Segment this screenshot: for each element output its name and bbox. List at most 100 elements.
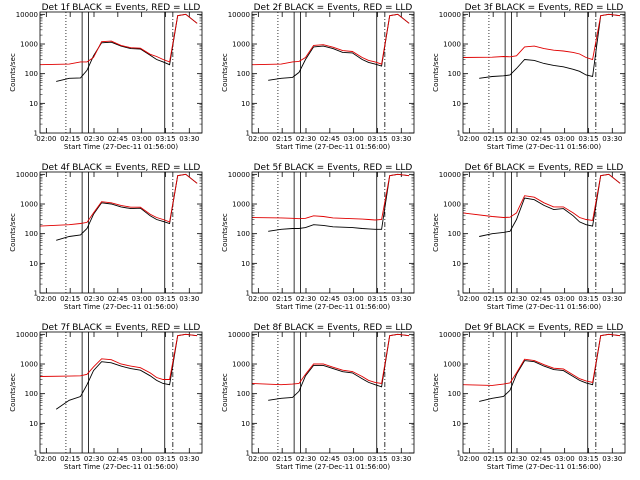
- x-axis-label: Start Time (27-Dec-11 01:56:00): [487, 303, 601, 311]
- panel-det-8: Det 8f BLACK = Events, RED = LLD 1 10 100 10…: [221, 323, 415, 471]
- y-tick-label: 1000: [443, 361, 461, 369]
- y-tick-label: 100: [237, 390, 250, 398]
- x-tick-label: 02:45: [531, 135, 551, 143]
- panel-title: Det 3f BLACK = Events, RED = LLD: [465, 3, 624, 13]
- y-tick-label: 10000: [439, 11, 461, 19]
- series-lld-line: [40, 173, 198, 227]
- x-tick-label: 02:00: [459, 295, 479, 303]
- y-tick-label: 10: [29, 100, 38, 108]
- y-tick-label: 10: [29, 420, 38, 428]
- x-tick-label: 03:30: [179, 455, 199, 463]
- y-tick-label: 1000: [20, 361, 38, 369]
- x-tick-label: 02:00: [36, 455, 56, 463]
- x-tick-label: 03:00: [132, 455, 152, 463]
- y-tick-label: 10000: [16, 331, 38, 339]
- x-tick-label: 02:15: [483, 295, 503, 303]
- y-tick-label: 1: [246, 450, 250, 458]
- x-tick-label: 03:15: [367, 295, 387, 303]
- x-tick-label: 02:30: [84, 455, 104, 463]
- panel-det-7: Det 7f BLACK = Events, RED = LLD 1 10 100 10…: [9, 323, 203, 471]
- x-tick-label: 02:30: [507, 135, 527, 143]
- panel-title: Det 2f BLACK = Events, RED = LLD: [254, 3, 413, 13]
- plot-frame: [39, 171, 203, 294]
- x-tick-label: 03:30: [179, 295, 199, 303]
- plot-frame: [39, 331, 203, 454]
- y-axis-label: Counts/sec: [221, 53, 229, 92]
- x-tick-label: 03:15: [155, 455, 175, 463]
- y-tick-label: 10000: [439, 331, 461, 339]
- y-tick-label: 10: [29, 260, 38, 268]
- x-tick-label: 02:15: [483, 455, 503, 463]
- x-tick-label: 03:00: [344, 455, 364, 463]
- y-tick-label: 1000: [443, 41, 461, 49]
- x-tick-label: 02:15: [483, 135, 503, 143]
- x-axis-label: Start Time (27-Dec-11 01:56:00): [487, 463, 601, 471]
- x-tick-label: 03:00: [132, 295, 152, 303]
- y-tick-label: 1: [457, 450, 461, 458]
- y-tick-label: 10: [452, 260, 461, 268]
- x-tick-label: 03:30: [602, 455, 622, 463]
- x-tick-label: 03:30: [391, 295, 411, 303]
- x-tick-label: 02:30: [507, 455, 527, 463]
- plot-frame: [251, 11, 415, 134]
- y-tick-label: 10000: [439, 171, 461, 179]
- x-axis-label: Start Time (27-Dec-11 01:56:00): [64, 303, 178, 311]
- x-tick-label: 03:15: [578, 295, 598, 303]
- series-lld-line: [252, 13, 410, 66]
- panel-det-2: Det 2f BLACK = Events, RED = LLD 1 10 100 10…: [221, 3, 415, 151]
- plot-area: [40, 173, 198, 241]
- y-tick-label: 100: [237, 70, 250, 78]
- y-tick-label: 1000: [20, 41, 38, 49]
- x-tick-label: 03:30: [179, 135, 199, 143]
- y-tick-label: 1: [457, 130, 461, 138]
- series-lld-line: [463, 13, 621, 61]
- series-lld-line: [252, 333, 410, 386]
- x-tick-label: 03:00: [555, 135, 575, 143]
- x-tick-label: 03:15: [578, 135, 598, 143]
- x-axis-label: Start Time (27-Dec-11 01:56:00): [276, 143, 390, 151]
- x-tick-label: 02:00: [248, 295, 268, 303]
- x-axis-label: Start Time (27-Dec-11 01:56:00): [487, 143, 601, 151]
- series-events-line: [479, 13, 621, 79]
- y-tick-label: 100: [25, 70, 38, 78]
- x-tick-label: 02:30: [84, 135, 104, 143]
- y-tick-label: 10: [241, 420, 250, 428]
- x-tick-label: 03:30: [602, 295, 622, 303]
- y-tick-label: 10000: [16, 171, 38, 179]
- x-tick-label: 02:15: [272, 135, 292, 143]
- y-tick-label: 10000: [228, 11, 250, 19]
- x-tick-label: 02:00: [36, 135, 56, 143]
- plot-area: [252, 173, 410, 232]
- x-tick-label: 03:00: [555, 295, 575, 303]
- plot-frame: [462, 11, 626, 134]
- y-tick-label: 10000: [228, 331, 250, 339]
- y-tick-label: 100: [448, 230, 461, 238]
- x-tick-label: 02:30: [296, 455, 316, 463]
- y-tick-label: 100: [448, 70, 461, 78]
- y-tick-label: 1000: [443, 201, 461, 209]
- series-events-line: [479, 173, 621, 237]
- panel-title: Det 5f BLACK = Events, RED = LLD: [254, 163, 413, 173]
- series-lld-line: [40, 13, 198, 66]
- x-tick-label: 02:15: [60, 455, 80, 463]
- x-tick-label: 02:15: [60, 295, 80, 303]
- x-tick-label: 03:00: [132, 135, 152, 143]
- x-tick-label: 02:00: [459, 135, 479, 143]
- y-tick-label: 1: [246, 130, 250, 138]
- panel-title: Det 9f BLACK = Events, RED = LLD: [465, 323, 624, 333]
- y-tick-label: 1000: [20, 201, 38, 209]
- panel-title: Det 1f BLACK = Events, RED = LLD: [42, 3, 201, 13]
- y-tick-label: 1: [34, 450, 38, 458]
- x-tick-label: 02:45: [531, 295, 551, 303]
- x-tick-label: 03:15: [367, 135, 387, 143]
- plot-area: [40, 13, 198, 82]
- x-tick-label: 03:15: [367, 455, 387, 463]
- x-tick-label: 02:00: [248, 135, 268, 143]
- x-tick-label: 02:45: [108, 135, 128, 143]
- x-axis-label: Start Time (27-Dec-11 01:56:00): [64, 463, 178, 471]
- x-tick-label: 03:00: [344, 135, 364, 143]
- y-tick-label: 100: [237, 230, 250, 238]
- plot-frame: [251, 331, 415, 454]
- panel-det-1: Det 1f BLACK = Events, RED = LLD 1 10 100 10…: [9, 3, 203, 151]
